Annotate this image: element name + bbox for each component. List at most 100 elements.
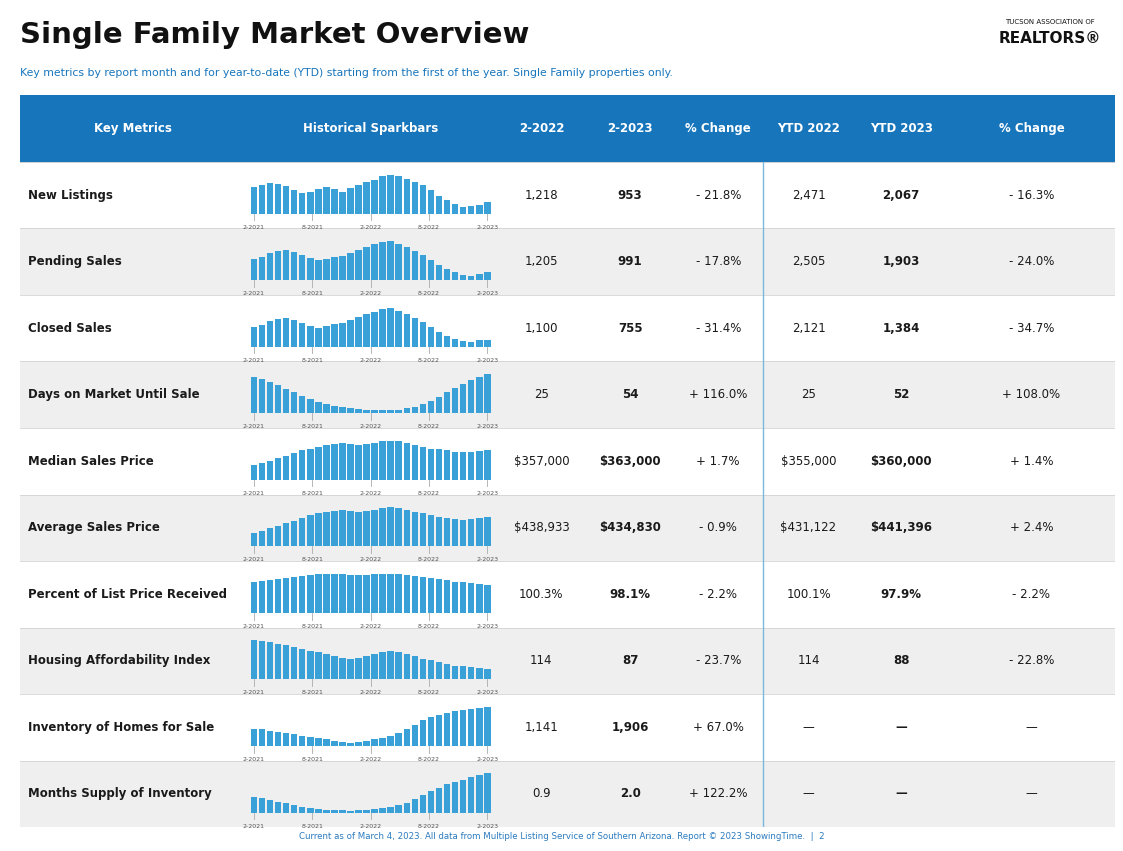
- Bar: [428, 401, 435, 414]
- Bar: [436, 517, 442, 546]
- Text: 8-2022: 8-2022: [418, 757, 440, 762]
- Text: 2-2021: 2-2021: [243, 357, 265, 363]
- Bar: [451, 665, 458, 679]
- Bar: [363, 574, 369, 613]
- Text: 8-2021: 8-2021: [301, 690, 323, 695]
- Bar: [484, 374, 491, 414]
- Bar: [403, 728, 410, 746]
- Bar: [250, 728, 257, 746]
- Bar: [484, 202, 491, 214]
- Text: 2-2022: 2-2022: [359, 291, 382, 296]
- Bar: [355, 658, 362, 679]
- FancyBboxPatch shape: [20, 295, 1115, 362]
- Bar: [411, 656, 418, 679]
- Bar: [387, 441, 394, 480]
- Bar: [266, 580, 273, 613]
- Text: 98.1%: 98.1%: [610, 588, 650, 601]
- Bar: [355, 185, 362, 214]
- Bar: [484, 340, 491, 347]
- Bar: [395, 442, 402, 480]
- Text: Pending Sales: Pending Sales: [28, 255, 121, 268]
- Bar: [436, 266, 442, 280]
- Text: 2-2021: 2-2021: [243, 291, 265, 296]
- Bar: [476, 668, 483, 679]
- Bar: [420, 322, 427, 347]
- Bar: [459, 384, 466, 414]
- Bar: [428, 448, 435, 480]
- Text: 2-2023: 2-2023: [476, 491, 499, 496]
- Text: 0.9: 0.9: [532, 787, 550, 801]
- Bar: [275, 459, 282, 480]
- Bar: [307, 516, 313, 546]
- Bar: [476, 518, 483, 546]
- Bar: [275, 386, 282, 414]
- Bar: [323, 187, 330, 214]
- Text: 8-2022: 8-2022: [418, 557, 440, 563]
- Bar: [484, 707, 491, 746]
- Text: Percent of List Price Received: Percent of List Price Received: [28, 588, 227, 601]
- Text: 2-2022: 2-2022: [359, 757, 382, 762]
- Bar: [250, 187, 257, 214]
- Bar: [323, 404, 330, 414]
- Text: + 122.2%: + 122.2%: [690, 787, 748, 801]
- Bar: [339, 256, 346, 280]
- Text: 8-2021: 8-2021: [301, 357, 323, 363]
- Bar: [347, 408, 354, 414]
- Text: $360,000: $360,000: [870, 454, 932, 468]
- Bar: [476, 708, 483, 746]
- Bar: [436, 397, 442, 414]
- Text: 2-2023: 2-2023: [608, 122, 652, 135]
- Bar: [411, 575, 418, 613]
- Bar: [387, 507, 394, 546]
- Bar: [403, 574, 410, 613]
- Bar: [363, 314, 369, 347]
- Text: 8-2021: 8-2021: [301, 291, 323, 296]
- Text: 8-2022: 8-2022: [418, 291, 440, 296]
- Text: 755: 755: [618, 322, 642, 334]
- Bar: [299, 323, 305, 347]
- Bar: [468, 276, 475, 280]
- Bar: [395, 574, 402, 613]
- Bar: [372, 244, 378, 280]
- Bar: [363, 444, 369, 480]
- Bar: [372, 808, 378, 813]
- Bar: [363, 740, 369, 746]
- Text: 991: 991: [618, 255, 642, 268]
- Bar: [428, 791, 435, 813]
- Text: 8-2021: 8-2021: [301, 824, 323, 829]
- Bar: [314, 738, 321, 746]
- Bar: [372, 443, 378, 480]
- Bar: [420, 721, 427, 746]
- Bar: [372, 180, 378, 214]
- Text: 100.1%: 100.1%: [786, 588, 831, 601]
- Bar: [258, 380, 265, 414]
- Bar: [459, 710, 466, 746]
- Bar: [436, 332, 442, 347]
- Bar: [250, 640, 257, 679]
- FancyBboxPatch shape: [20, 428, 1115, 494]
- Text: 1,903: 1,903: [883, 255, 920, 268]
- Text: - 0.9%: - 0.9%: [700, 522, 737, 534]
- Text: $355,000: $355,000: [780, 454, 837, 468]
- Bar: [275, 251, 282, 280]
- Bar: [372, 740, 378, 746]
- Bar: [476, 584, 483, 613]
- Text: Months Supply of Inventory: Months Supply of Inventory: [28, 787, 211, 801]
- Text: 2,067: 2,067: [883, 189, 920, 202]
- Bar: [420, 513, 427, 546]
- Text: Inventory of Homes for Sale: Inventory of Homes for Sale: [28, 721, 214, 734]
- Bar: [372, 510, 378, 546]
- Bar: [444, 391, 450, 414]
- Bar: [291, 454, 298, 480]
- Text: + 1.7%: + 1.7%: [696, 454, 740, 468]
- Text: $438,933: $438,933: [513, 522, 569, 534]
- Bar: [355, 409, 362, 414]
- Bar: [283, 578, 290, 613]
- Bar: [307, 399, 313, 414]
- Text: 2-2021: 2-2021: [243, 624, 265, 629]
- Bar: [420, 577, 427, 613]
- Text: Closed Sales: Closed Sales: [28, 322, 111, 334]
- Text: 2-2023: 2-2023: [476, 357, 499, 363]
- Text: 2-2022: 2-2022: [359, 557, 382, 563]
- Bar: [476, 451, 483, 480]
